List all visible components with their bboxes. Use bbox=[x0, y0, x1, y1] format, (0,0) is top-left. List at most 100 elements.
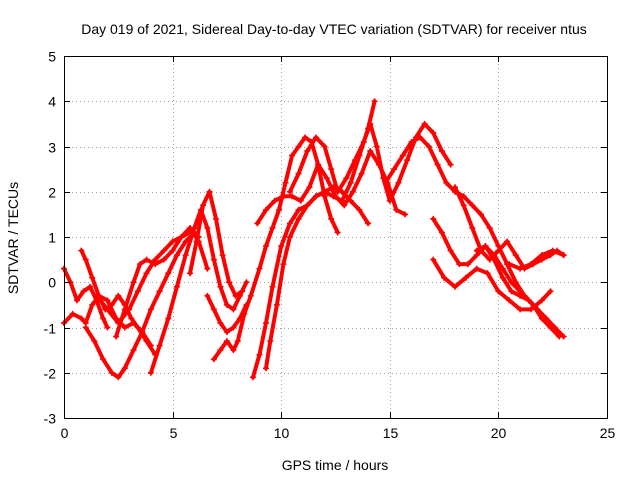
data-point bbox=[247, 292, 254, 299]
data-point bbox=[356, 206, 363, 213]
data-point bbox=[121, 365, 128, 372]
x-tick-label: 10 bbox=[274, 425, 290, 441]
data-point bbox=[134, 324, 141, 331]
data-point bbox=[441, 274, 448, 281]
data-point bbox=[230, 324, 237, 331]
data-point bbox=[289, 152, 296, 159]
data-point bbox=[87, 283, 94, 290]
data-point bbox=[543, 315, 550, 322]
data-point bbox=[282, 179, 289, 186]
data-point bbox=[334, 188, 341, 195]
data-point bbox=[100, 315, 107, 322]
data-point bbox=[278, 243, 285, 250]
data-point bbox=[527, 306, 534, 313]
data-point bbox=[280, 193, 287, 200]
series-arc-20 bbox=[506, 247, 567, 272]
data-point bbox=[262, 365, 269, 372]
data-point bbox=[332, 193, 339, 200]
data-point bbox=[143, 270, 150, 277]
data-point bbox=[451, 283, 458, 290]
data-point bbox=[78, 247, 85, 254]
data-point bbox=[408, 138, 415, 145]
series-line bbox=[79, 248, 158, 357]
data-point bbox=[386, 197, 393, 204]
data-point bbox=[295, 215, 302, 222]
data-point bbox=[380, 175, 387, 182]
data-point bbox=[200, 202, 207, 209]
data-point bbox=[210, 306, 217, 313]
data-point bbox=[469, 202, 476, 209]
data-point bbox=[499, 274, 506, 281]
series-arc-19 bbox=[473, 243, 567, 340]
data-point bbox=[312, 134, 319, 141]
data-point bbox=[262, 243, 269, 250]
data-point bbox=[147, 306, 154, 313]
data-point bbox=[108, 369, 115, 376]
data-point bbox=[399, 152, 406, 159]
data-point bbox=[173, 252, 180, 259]
data-point bbox=[289, 193, 296, 200]
data-point bbox=[462, 274, 469, 281]
data-point bbox=[232, 292, 239, 299]
data-point bbox=[269, 224, 276, 231]
y-tick-label: -3 bbox=[44, 411, 57, 427]
data-point bbox=[160, 256, 167, 263]
data-point bbox=[226, 279, 233, 286]
data-point bbox=[391, 166, 398, 173]
data-point bbox=[143, 338, 150, 345]
data-point bbox=[93, 292, 100, 299]
data-point bbox=[219, 252, 226, 259]
data-point bbox=[341, 202, 348, 209]
data-point bbox=[104, 324, 111, 331]
data-point bbox=[286, 188, 293, 195]
data-point bbox=[104, 297, 111, 304]
data-point bbox=[130, 279, 137, 286]
data-point bbox=[508, 279, 515, 286]
data-point bbox=[306, 184, 313, 191]
series-arc-8 bbox=[186, 188, 246, 299]
data-point bbox=[352, 157, 359, 164]
data-point bbox=[358, 170, 365, 177]
data-point bbox=[82, 324, 89, 331]
data-point bbox=[495, 288, 502, 295]
data-series bbox=[61, 98, 567, 381]
data-point bbox=[506, 297, 513, 304]
data-point bbox=[286, 234, 293, 240]
y-tick-label: -2 bbox=[44, 366, 57, 382]
data-point bbox=[499, 265, 506, 272]
data-point bbox=[91, 338, 98, 345]
data-point bbox=[312, 193, 319, 200]
data-point bbox=[321, 188, 328, 195]
data-point bbox=[460, 193, 467, 200]
data-point bbox=[417, 134, 424, 141]
series-line bbox=[62, 266, 110, 330]
series-arc-14 bbox=[286, 120, 454, 204]
data-point bbox=[304, 148, 311, 155]
data-point bbox=[560, 252, 567, 259]
data-point bbox=[295, 170, 302, 177]
data-point bbox=[82, 256, 89, 263]
data-point bbox=[371, 98, 378, 105]
data-point bbox=[256, 351, 263, 358]
data-point bbox=[182, 252, 189, 259]
data-point bbox=[89, 301, 96, 308]
chart-title: Day 019 of 2021, Sidereal Day-to-day VTE… bbox=[81, 21, 587, 37]
series-line bbox=[114, 225, 210, 339]
y-tick-label: 0 bbox=[48, 275, 56, 291]
x-tick-label: 25 bbox=[600, 425, 616, 441]
data-point bbox=[434, 161, 441, 168]
data-point bbox=[469, 224, 476, 231]
data-point bbox=[267, 338, 274, 345]
data-point bbox=[280, 261, 287, 268]
data-point bbox=[262, 319, 269, 326]
data-point bbox=[193, 238, 200, 245]
series-arc-7 bbox=[147, 206, 250, 376]
data-point bbox=[491, 252, 498, 259]
data-point bbox=[321, 143, 328, 150]
data-point bbox=[447, 247, 454, 254]
data-point bbox=[534, 306, 541, 313]
data-point bbox=[367, 148, 374, 155]
y-tick-label: 2 bbox=[48, 185, 56, 201]
data-point bbox=[430, 215, 437, 222]
